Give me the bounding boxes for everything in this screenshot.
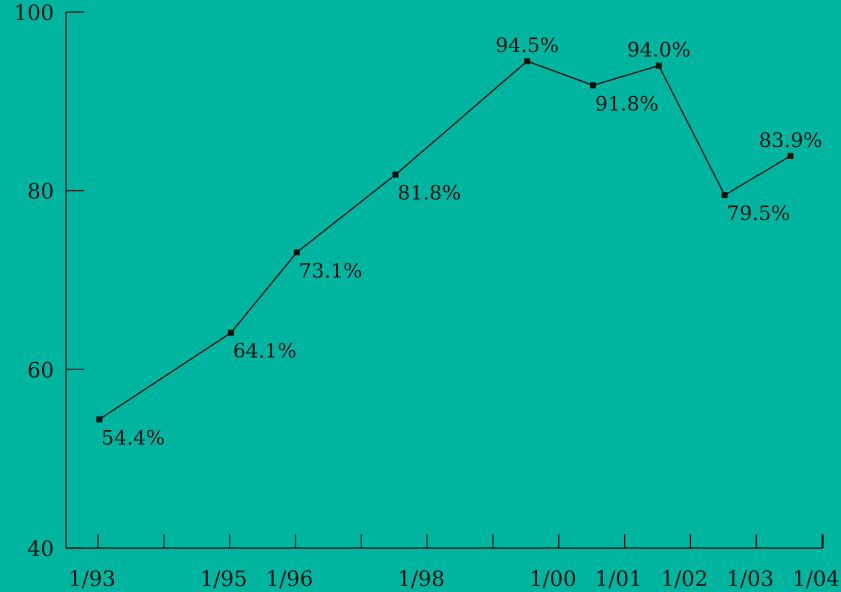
- data-point-marker: [721, 192, 728, 199]
- data-point-marker: [589, 82, 596, 89]
- y-tick-label: 40: [27, 537, 54, 561]
- series-line: [98, 60, 791, 420]
- x-tick-label: 1/98: [398, 567, 445, 591]
- data-label: 54.4%: [101, 425, 165, 449]
- data-point-marker: [787, 152, 794, 159]
- data-labels: 54.4% 64.1% 73.1% 81.8% 94.5% 91.8% 94.0% 79.5%…: [101, 33, 822, 449]
- x-tick-label: 1/00: [529, 567, 576, 591]
- x-tick-label: 1/01: [595, 567, 642, 591]
- data-label: 64.1%: [233, 339, 297, 363]
- data-label: 81.8%: [398, 181, 462, 205]
- x-tick-label: 1/93: [68, 567, 115, 591]
- x-tick-label: 1/95: [200, 567, 247, 591]
- axes: [65, 12, 823, 549]
- data-label: 94.5%: [495, 33, 559, 57]
- axis-tick-labels: 40 60 80 100 1/93 1/95 1/96 1/98 1/00 1/01 1/02 1/0…: [14, 1, 840, 591]
- y-tick-label: 100: [14, 1, 54, 25]
- data-label: 83.9%: [759, 128, 823, 152]
- x-tick-label: 1/02: [661, 567, 708, 591]
- data-point-marker: [96, 416, 103, 423]
- data-point-marker: [524, 58, 531, 65]
- data-point-marker: [392, 171, 399, 178]
- x-tick-label: 1/03: [727, 567, 774, 591]
- axis-ticks: [66, 11, 824, 549]
- y-tick-label: 60: [27, 358, 54, 382]
- data-label: 94.0%: [627, 38, 691, 62]
- x-tick-label: 1/96: [266, 567, 313, 591]
- data-point-marker: [655, 62, 662, 69]
- data-label: 91.8%: [595, 91, 659, 115]
- data-label: 79.5%: [727, 201, 791, 225]
- series: [96, 58, 794, 423]
- data-point-marker: [227, 329, 234, 336]
- data-label: 73.1%: [299, 258, 363, 282]
- data-point-marker: [293, 249, 300, 256]
- x-tick-label: 1/04: [793, 567, 840, 591]
- y-tick-label: 80: [27, 180, 54, 204]
